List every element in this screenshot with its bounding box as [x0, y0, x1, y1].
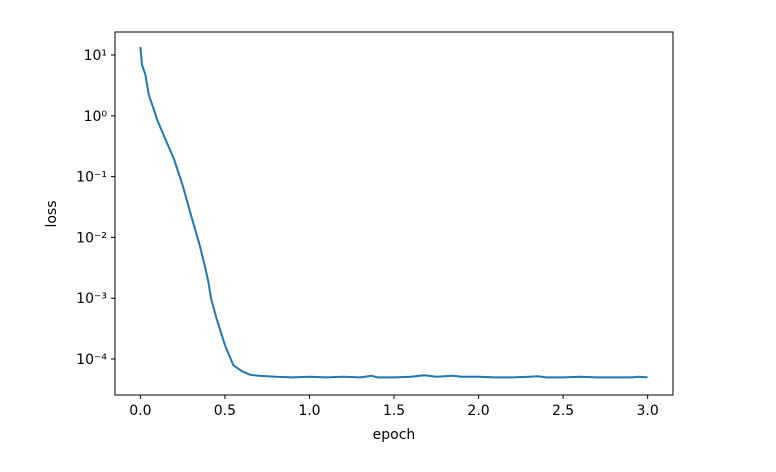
y-tick-label: 10⁻³ — [76, 291, 107, 307]
y-tick-label: 10⁻² — [76, 230, 107, 246]
axes-frame — [114, 31, 674, 396]
x-tick-label: 2.5 — [552, 403, 574, 419]
x-tick-label: 1.5 — [383, 403, 405, 419]
x-tick-label: 0.5 — [214, 403, 236, 419]
y-tick-label: 10⁰ — [84, 109, 108, 125]
x-axis-label: epoch — [373, 427, 416, 443]
y-tick-label: 10⁻⁴ — [76, 352, 107, 368]
x-tick-label: 3.0 — [637, 403, 659, 419]
x-tick-label: 2.0 — [467, 403, 489, 419]
x-tick-label: 0.0 — [129, 403, 151, 419]
y-tick-label: 10⁻¹ — [76, 170, 107, 186]
y-tick-label: 10¹ — [84, 48, 107, 64]
y-axis-label: loss — [44, 200, 60, 227]
x-tick-label: 1.0 — [298, 403, 320, 419]
loss-line — [139, 46, 648, 379]
